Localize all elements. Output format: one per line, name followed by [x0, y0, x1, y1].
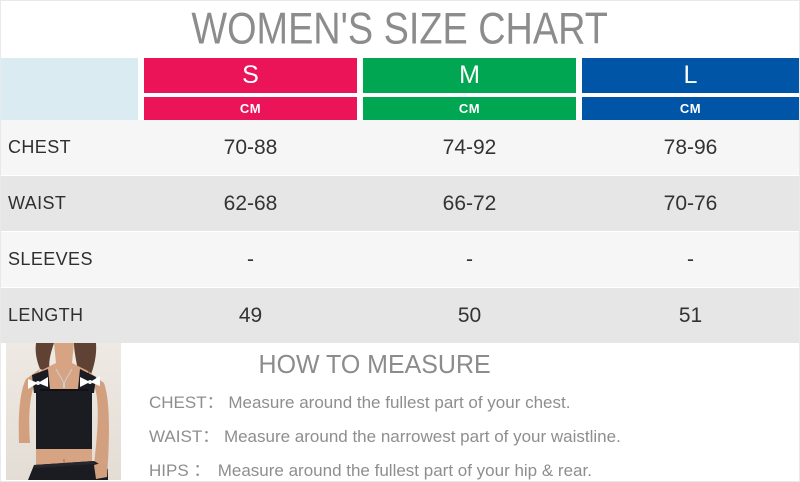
- cell-length-m: 50: [457, 303, 482, 327]
- measure-label: WAIST：: [149, 427, 220, 446]
- measure-label: CHEST：: [149, 393, 224, 412]
- measure-text: Measure around the narrowest part of you…: [223, 427, 621, 446]
- size-table-header: S M L CM CM CM: [1, 58, 799, 120]
- cell-waist-s: 62-68: [223, 191, 278, 215]
- black-top-bodice: [36, 391, 92, 449]
- row-label: WAIST: [8, 193, 67, 213]
- measure-instructions: HOW TO MEASURE CHEST： Measure around the…: [121, 343, 799, 480]
- measure-item-waist: WAIST： Measure around the narrowest part…: [149, 427, 799, 447]
- cell-sleeves-m: -: [466, 247, 473, 271]
- cell-length-s: 49: [238, 303, 263, 327]
- how-to-measure-heading: HOW TO MEASURE: [258, 349, 491, 379]
- skin-left-arm: [18, 369, 40, 443]
- how-to-measure-section: HOW TO MEASURE CHEST： Measure around the…: [1, 343, 799, 480]
- cell-length-l: 51: [678, 303, 703, 327]
- product-photo: [6, 343, 121, 480]
- unit-cell-l: CM: [582, 97, 799, 120]
- unit-cell-s: CM: [144, 97, 357, 120]
- measure-item-hips: HIPS ： Measure around the fullest part o…: [149, 461, 799, 481]
- skirt-waistband: [34, 461, 95, 468]
- size-header-l: L: [582, 58, 799, 93]
- unit-cell-m: CM: [363, 97, 576, 120]
- cell-chest-m: 74-92: [442, 135, 497, 159]
- corner-cell: [1, 58, 138, 120]
- hair: [35, 343, 54, 373]
- page-title-text: WOMEN'S SIZE CHART: [191, 4, 609, 54]
- table-row-length: LENGTH 49 50 51: [1, 288, 799, 343]
- skin-neck-chest: [40, 343, 88, 389]
- bow-decoration: [28, 377, 48, 389]
- measure-label: HIPS ：: [149, 461, 211, 480]
- skin-hand: [94, 461, 108, 479]
- cell-chest-s: 70-88: [223, 135, 278, 159]
- table-row-chest: CHEST 70-88 74-92 78-96: [1, 120, 799, 176]
- black-top-neckline: [40, 389, 88, 391]
- necklace-pendant: [63, 383, 65, 388]
- size-header-s: S: [144, 58, 357, 93]
- page-title: WOMEN'S SIZE CHART: [1, 1, 799, 58]
- measure-item-chest: CHEST： Measure around the fullest part o…: [149, 393, 799, 413]
- size-table: S M L CM CM CM CHEST 70-88 74-92 78-96 W…: [1, 58, 799, 343]
- cell-sleeves-l: -: [687, 247, 694, 271]
- table-row-waist: WAIST 62-68 66-72 70-76: [1, 176, 799, 232]
- cell-chest-l: 78-96: [663, 135, 718, 159]
- measure-text: Measure around the fullest part of your …: [228, 393, 571, 412]
- cell-waist-m: 66-72: [442, 191, 497, 215]
- bow-decoration: [80, 376, 100, 387]
- row-label: SLEEVES: [8, 249, 93, 269]
- measure-text: Measure around the fullest part of your …: [217, 461, 592, 480]
- cell-waist-l: 70-76: [663, 191, 718, 215]
- skin-right-arm: [88, 371, 109, 465]
- table-row-sleeves: SLEEVES - - -: [1, 232, 799, 288]
- row-label: LENGTH: [8, 305, 84, 325]
- size-header-m: M: [363, 58, 576, 93]
- row-label: CHEST: [8, 137, 72, 157]
- cell-sleeves-s: -: [247, 247, 254, 271]
